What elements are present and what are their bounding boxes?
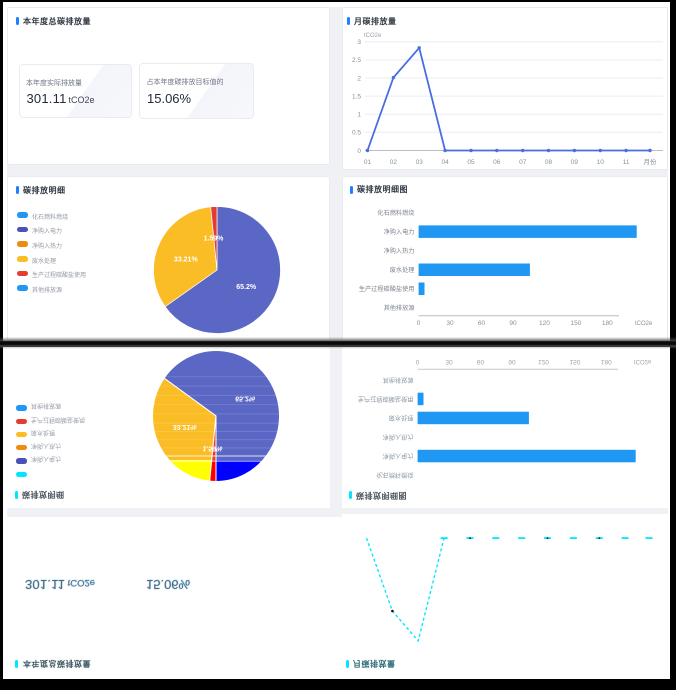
- svg-text:1.59%: 1.59%: [204, 235, 225, 242]
- svg-text:废水处理: 废水处理: [390, 266, 415, 274]
- svg-text:2.5: 2.5: [352, 57, 361, 64]
- svg-text:化石燃料燃烧: 化石燃料燃烧: [377, 209, 414, 217]
- svg-text:1.59%: 1.59%: [203, 445, 224, 453]
- svg-text:06: 06: [493, 159, 501, 166]
- svg-text:01: 01: [364, 159, 372, 166]
- svg-text:180: 180: [601, 358, 612, 365]
- svg-text:150: 150: [570, 320, 581, 327]
- svg-text:tCO2e: tCO2e: [364, 33, 382, 39]
- svg-text:10: 10: [597, 159, 605, 166]
- svg-text:120: 120: [539, 320, 550, 327]
- svg-text:tCO2e: tCO2e: [635, 321, 653, 327]
- svg-text:其他排放源: 其他排放源: [384, 304, 415, 312]
- svg-text:180: 180: [602, 320, 613, 327]
- svg-text:1.5: 1.5: [352, 93, 361, 100]
- svg-text:月份: 月份: [644, 157, 658, 166]
- svg-text:65.2%: 65.2%: [235, 394, 256, 402]
- svg-text:净购入电力: 净购入电力: [384, 228, 415, 236]
- svg-text:11: 11: [623, 159, 630, 166]
- svg-text:03: 03: [416, 159, 424, 166]
- svg-text:生产过程碳酸盐使用: 生产过程碳酸盐使用: [359, 285, 415, 293]
- svg-text:07: 07: [519, 159, 527, 166]
- svg-text:60: 60: [478, 320, 486, 327]
- svg-text:0.5: 0.5: [352, 130, 361, 137]
- svg-text:33.21%: 33.21%: [174, 257, 199, 264]
- svg-text:0: 0: [357, 148, 361, 155]
- svg-text:生产过程碳酸盐使用: 生产过程碳酸盐使用: [358, 395, 414, 403]
- svg-text:05: 05: [467, 159, 475, 166]
- svg-text:2: 2: [357, 75, 361, 82]
- svg-text:02: 02: [390, 159, 398, 166]
- svg-text:60: 60: [477, 358, 485, 365]
- svg-text:0: 0: [416, 358, 420, 365]
- svg-text:化石燃料燃烧: 化石燃料燃烧: [376, 471, 413, 479]
- svg-text:120: 120: [538, 358, 549, 365]
- svg-text:90: 90: [508, 358, 516, 365]
- svg-text:30: 30: [445, 358, 453, 365]
- svg-text:65.2%: 65.2%: [236, 284, 257, 291]
- svg-text:150: 150: [569, 358, 580, 365]
- svg-text:30: 30: [446, 320, 454, 327]
- svg-text:08: 08: [545, 159, 553, 166]
- svg-text:33.21%: 33.21%: [173, 423, 197, 431]
- svg-text:09: 09: [571, 159, 579, 166]
- svg-text:净购入热力: 净购入热力: [383, 433, 414, 441]
- svg-text:tCO2e: tCO2e: [634, 358, 652, 364]
- svg-text:废水处理: 废水处理: [389, 414, 414, 422]
- svg-text:净购入电力: 净购入电力: [383, 452, 414, 460]
- svg-text:90: 90: [509, 320, 517, 327]
- svg-text:0: 0: [417, 320, 421, 327]
- svg-text:04: 04: [441, 159, 449, 166]
- svg-text:3: 3: [357, 39, 361, 46]
- svg-text:1: 1: [357, 112, 361, 119]
- svg-text:其他排放源: 其他排放源: [383, 376, 414, 384]
- svg-text:净购入热力: 净购入热力: [384, 247, 415, 255]
